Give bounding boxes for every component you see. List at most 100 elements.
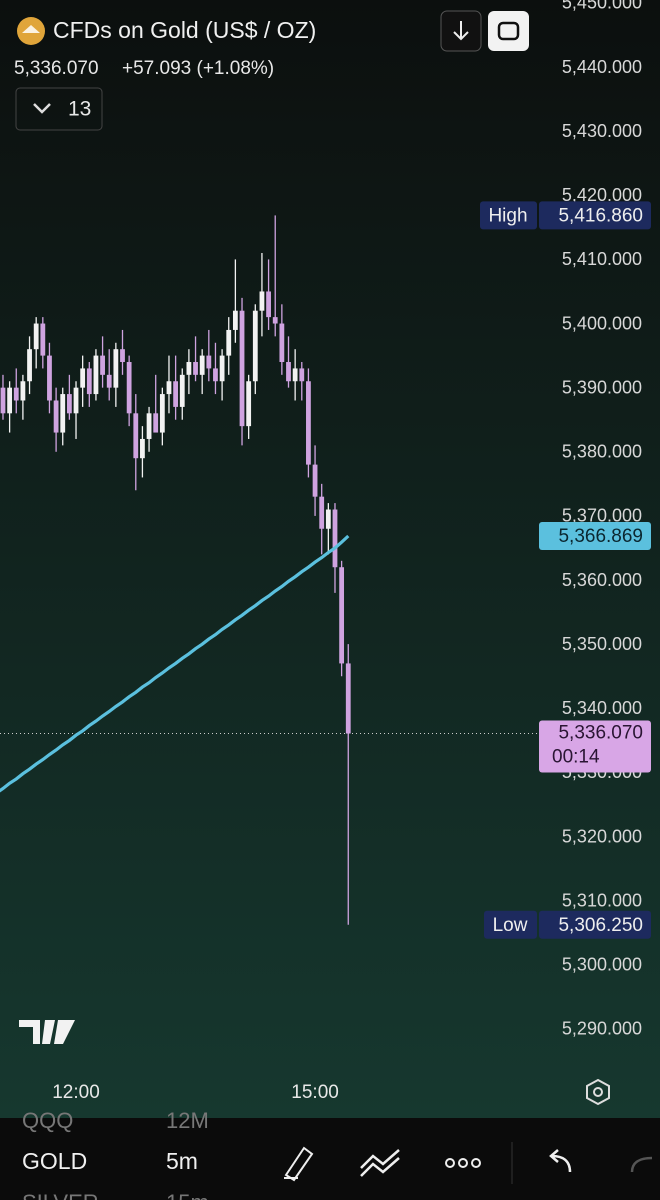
- tradingview-logo: [19, 1020, 75, 1044]
- candle-body: [13, 387, 19, 401]
- draw-tool[interactable]: [284, 1146, 314, 1182]
- candle-body: [206, 355, 212, 369]
- settings-button[interactable]: [586, 1078, 610, 1106]
- fullscreen-button[interactable]: [488, 11, 529, 51]
- axis-layer: 5,290.000 5,300.000 5,310.000 5,320.000 5,33…: [0, 0, 642, 1103]
- candle-body: [33, 323, 39, 350]
- low-label-box: [484, 910, 537, 939]
- candle-body: [100, 355, 105, 375]
- candle-body: [239, 310, 245, 427]
- y-tick-label: 5,320.000: [562, 826, 642, 846]
- y-tick-label: 5,300.000: [562, 955, 642, 975]
- candle-body: [199, 355, 205, 375]
- high-label-box: [480, 201, 537, 230]
- y-tick-label: 5,350.000: [562, 634, 642, 654]
- price-change: +57.093 (+1.08%): [122, 58, 274, 79]
- y-tick-label: 5,340.000: [562, 698, 642, 718]
- x-tick-label: 15:00: [291, 1082, 339, 1103]
- candle-body: [20, 381, 26, 401]
- candle-body: [153, 413, 159, 433]
- candle-body: [0, 387, 6, 414]
- last-price-value: 5,336.070: [558, 723, 643, 744]
- indicator-count: 13: [68, 98, 91, 121]
- candle-body: [106, 374, 112, 388]
- moving-average-line: [0, 534, 350, 793]
- candle-body: [226, 329, 232, 356]
- y-tick-label: 5,410.000: [562, 249, 642, 269]
- redo-button[interactable]: [630, 1156, 653, 1173]
- countdown: 00:14: [552, 747, 600, 768]
- indicator-toggle[interactable]: [15, 87, 103, 131]
- candle-body: [312, 464, 318, 497]
- chevron-icon: [33, 103, 51, 114]
- chart-background: [0, 0, 660, 1118]
- plot-area: [0, 215, 351, 925]
- candle-body: [53, 400, 59, 433]
- candle-body: [272, 317, 278, 324]
- price-labels: High 5,416.860 Low 5,306.250 5,366.869 5,336.…: [480, 201, 651, 939]
- candle-body: [93, 355, 99, 395]
- candle-body: [73, 387, 79, 414]
- candle-body: [279, 323, 285, 363]
- y-tick-label: 5,370.000: [562, 506, 642, 526]
- y-tick-label: 5,440.000: [562, 57, 642, 77]
- symbol-title[interactable]: CFDs on Gold (US$ / OZ): [53, 17, 316, 43]
- download-icon: [453, 21, 469, 41]
- watchlist-interval: 15m: [166, 1190, 209, 1200]
- logo-shape: [22, 25, 40, 33]
- last-price: 5,336.070: [14, 58, 99, 79]
- candle-body: [159, 394, 165, 433]
- candle-body: [339, 567, 345, 664]
- high-value: 5,416.860: [558, 205, 643, 226]
- y-tick-label: 5,380.000: [562, 442, 642, 462]
- candle-body: [219, 355, 225, 382]
- trend-tool[interactable]: [360, 1149, 400, 1177]
- candle-body: [47, 355, 52, 401]
- bottom-panel: [0, 1118, 660, 1200]
- candle-body: [332, 509, 338, 568]
- candle-body: [213, 368, 218, 382]
- low-label: Low: [493, 915, 528, 936]
- candle-body: [179, 374, 185, 407]
- more-button[interactable]: [445, 1158, 481, 1168]
- undo-button[interactable]: [549, 1149, 572, 1173]
- candle-body: [299, 368, 305, 382]
- candle-body: [345, 663, 351, 734]
- candle-body: [40, 323, 46, 356]
- low-value-box: [539, 910, 651, 939]
- candle-body: [7, 387, 13, 414]
- watchlist-interval: 12M: [166, 1108, 209, 1133]
- candle-body: [173, 381, 179, 407]
- candle-body: [27, 349, 32, 382]
- candle-body: [66, 394, 72, 414]
- candle-body: [325, 509, 331, 529]
- watchlist-symbol[interactable]: GOLD: [22, 1148, 87, 1174]
- ma-value-box: [539, 522, 651, 551]
- candle-body: [259, 291, 265, 311]
- candle-body: [286, 362, 291, 382]
- candle-body: [319, 496, 325, 529]
- candle-body: [140, 438, 145, 459]
- candle-body: [133, 413, 139, 459]
- watchlist-symbol[interactable]: QQQ: [22, 1108, 73, 1133]
- candle-body: [86, 368, 92, 395]
- fullscreen-icon: [497, 21, 520, 41]
- ma-value: 5,366.869: [558, 526, 643, 547]
- candle-body: [166, 381, 172, 395]
- candle-body: [266, 291, 271, 318]
- candle-body: [120, 349, 125, 363]
- settings-icon: [593, 1087, 603, 1097]
- y-tick-label: 5,290.000: [562, 1019, 642, 1039]
- y-tick-label: 5,430.000: [562, 121, 642, 141]
- low-value: 5,306.250: [558, 915, 643, 936]
- y-tick-label: 5,400.000: [562, 313, 642, 333]
- watchlist-symbol[interactable]: SILVER: [22, 1190, 99, 1200]
- candle-body: [113, 349, 119, 388]
- candle-body: [292, 368, 298, 382]
- candle-body: [246, 381, 252, 427]
- watchlist-interval: 5m: [166, 1148, 198, 1174]
- y-tick-label: 5,390.000: [562, 377, 642, 397]
- candle-body: [146, 413, 152, 439]
